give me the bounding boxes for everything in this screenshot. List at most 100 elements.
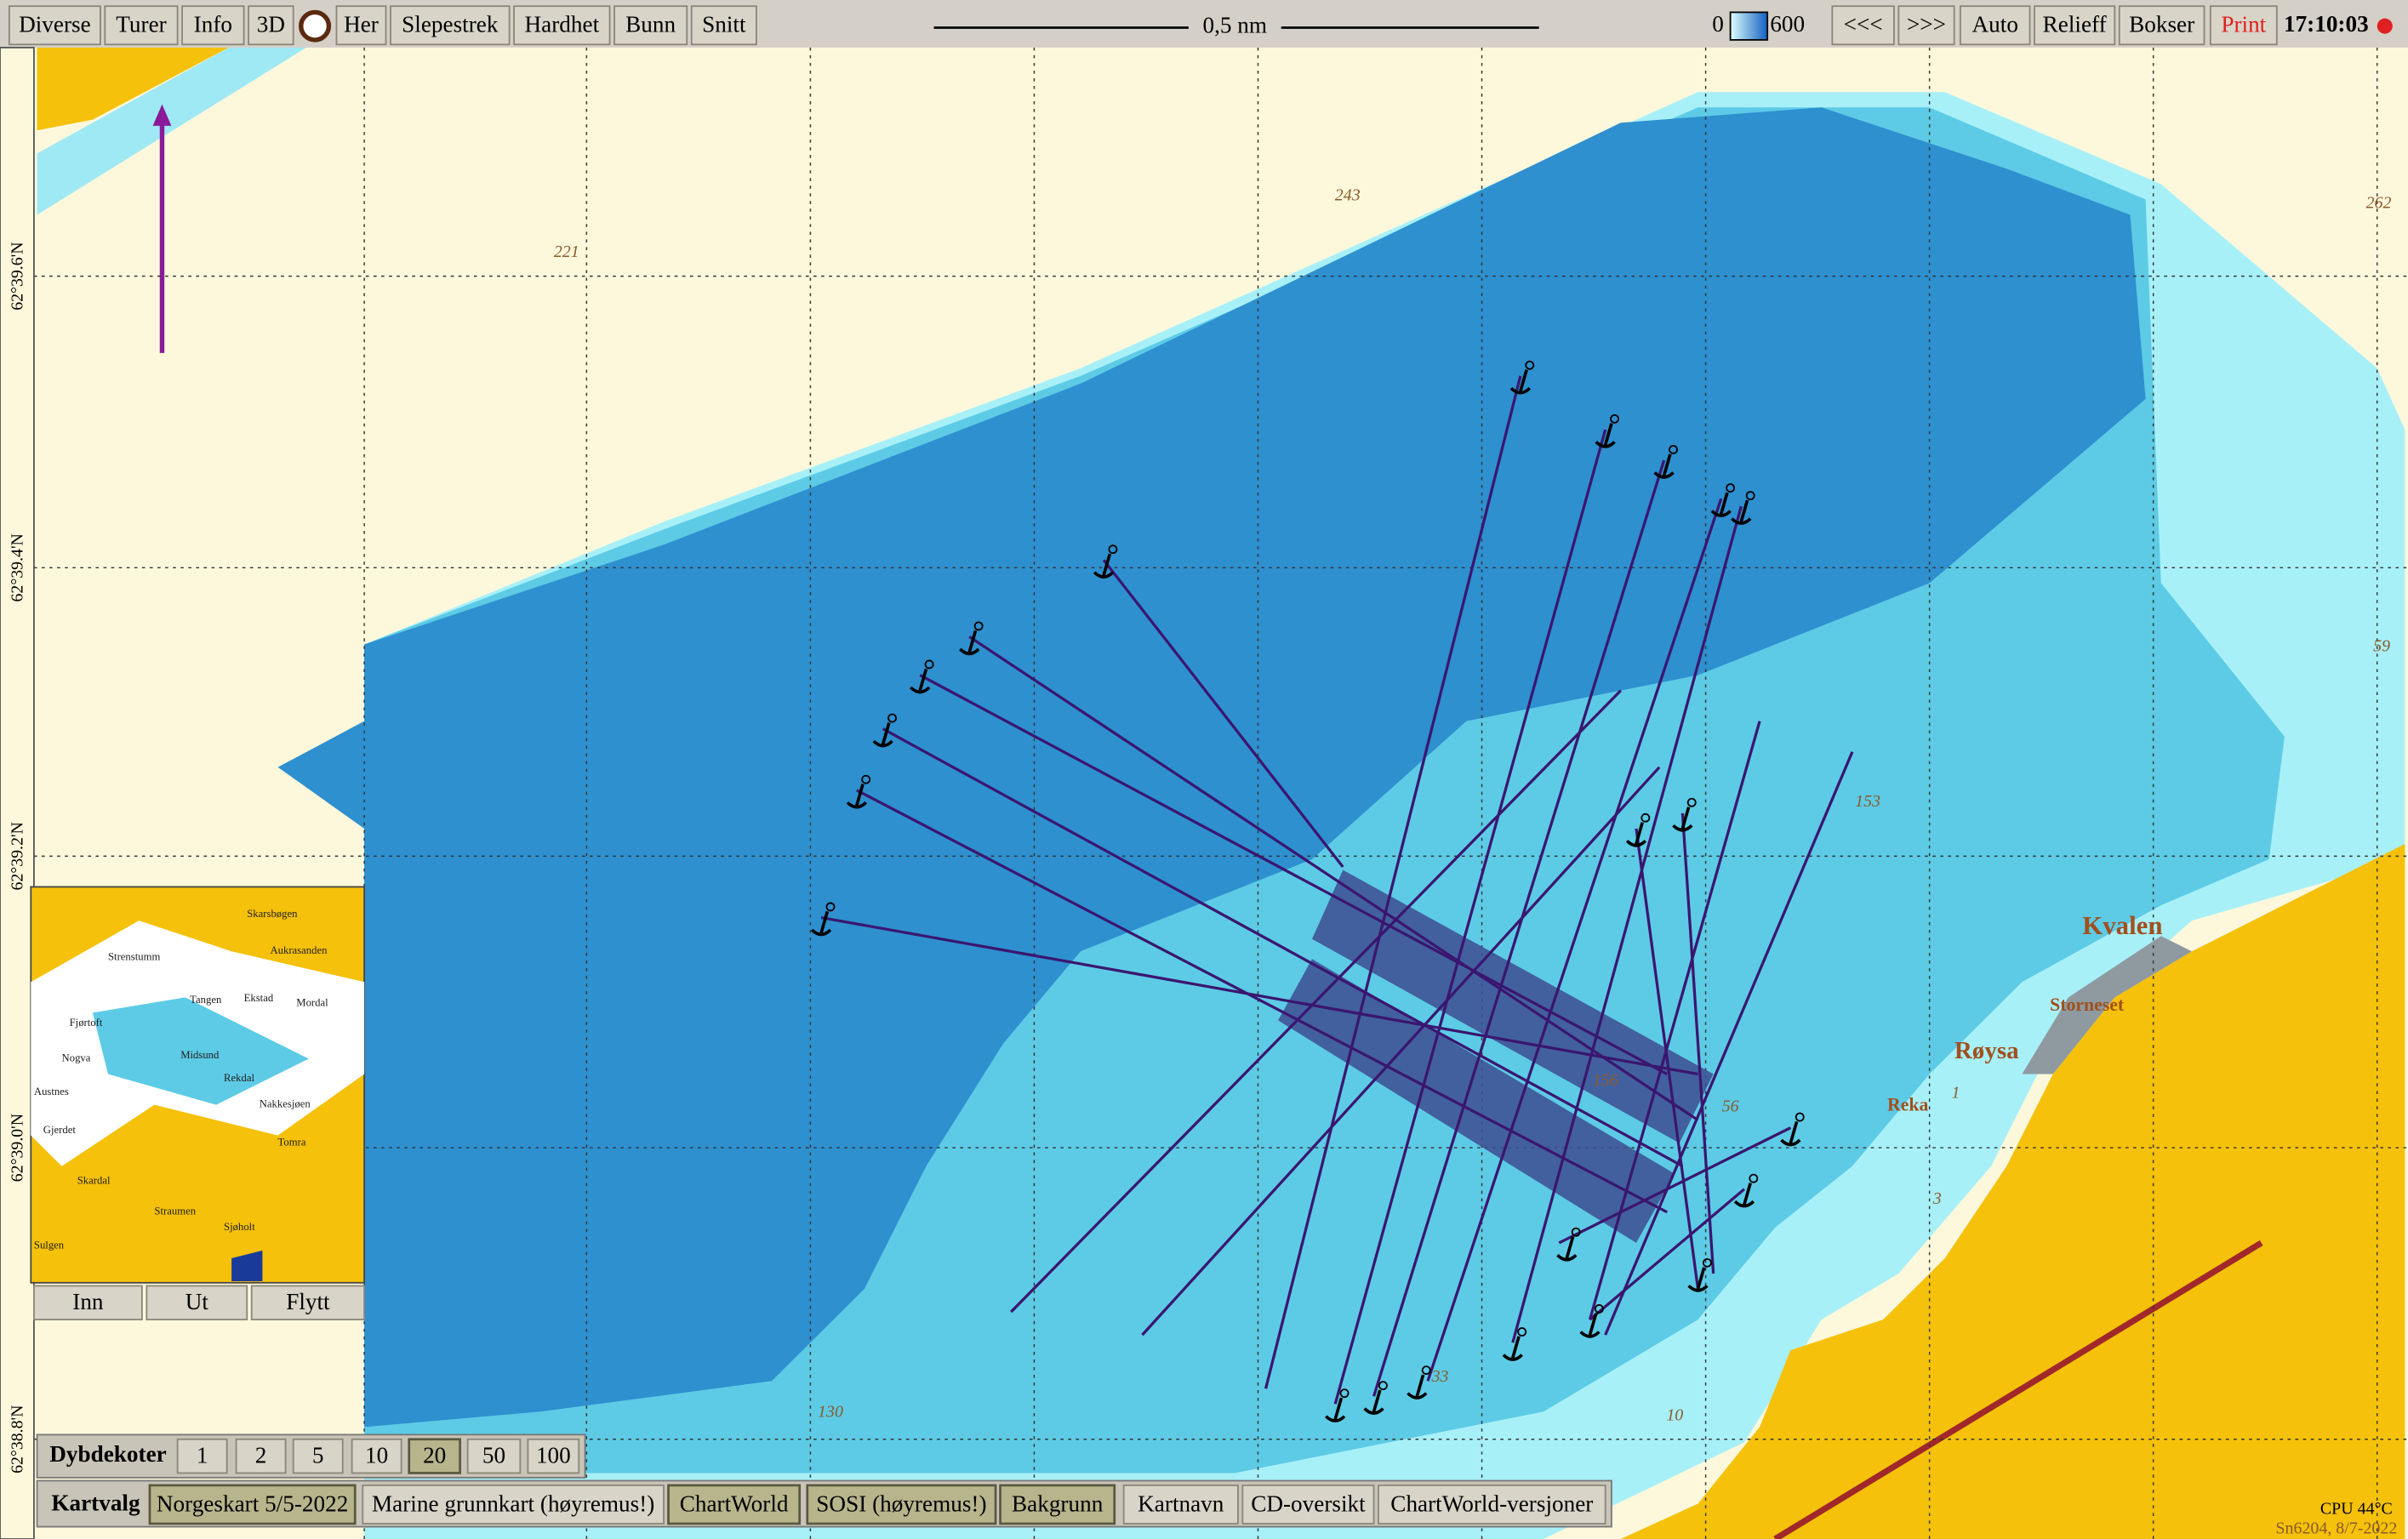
button[interactable] — [181, 5, 245, 46]
place-name: Storneset — [2050, 995, 2125, 1015]
button[interactable] — [1831, 5, 1895, 46]
button-label[interactable]: Kartnavn — [1138, 1491, 1224, 1516]
button[interactable] — [148, 1484, 357, 1525]
button[interactable] — [176, 1438, 228, 1474]
button[interactable] — [390, 5, 511, 46]
button[interactable] — [248, 5, 294, 46]
button-label[interactable]: Flytt — [286, 1289, 330, 1314]
button-label[interactable]: 20 — [423, 1443, 446, 1468]
button-label[interactable]: Bunn — [625, 12, 676, 37]
button[interactable] — [1122, 1484, 1239, 1525]
north-arrow-head — [152, 104, 172, 126]
button-label[interactable]: >>> — [1907, 12, 1946, 37]
inset-place: Midsund — [180, 1049, 220, 1061]
anchor-ring — [1669, 445, 1678, 454]
button-label[interactable]: Norgeskart 5/5-2022 — [157, 1491, 348, 1516]
button[interactable] — [2034, 5, 2116, 46]
button[interactable] — [1960, 5, 2031, 46]
anchor — [1363, 1389, 1384, 1415]
button-label[interactable]: Hardhet — [525, 12, 600, 37]
button[interactable] — [2209, 5, 2278, 46]
button-label[interactable]: 3D — [257, 12, 285, 37]
inset-place: Aukrasanden — [270, 944, 328, 956]
button-label[interactable]: Inn — [72, 1289, 104, 1314]
button-label[interactable]: Snitt — [702, 12, 746, 37]
anchor-ring — [973, 621, 984, 631]
button[interactable] — [8, 5, 101, 46]
button-label[interactable]: Ut — [185, 1289, 209, 1314]
button-label[interactable]: Auto — [1972, 12, 2018, 37]
track — [1141, 766, 1661, 1337]
button-label[interactable]: 50 — [482, 1443, 505, 1468]
inset-water — [231, 1250, 263, 1281]
track — [1264, 375, 1522, 1389]
button[interactable] — [335, 5, 387, 46]
button[interactable] — [1897, 5, 1955, 46]
button-label[interactable]: 2 — [255, 1443, 267, 1468]
button[interactable] — [235, 1438, 287, 1474]
inset-place: Rekdal — [224, 1072, 254, 1084]
button-label[interactable]: Info — [194, 12, 232, 37]
button[interactable] — [690, 5, 757, 46]
button[interactable] — [292, 1438, 344, 1474]
button-label[interactable]: ChartWorld-versjoner — [1390, 1491, 1593, 1516]
button-label[interactable]: Relieff — [2043, 12, 2108, 37]
button-label[interactable]: 10 — [365, 1443, 388, 1468]
button[interactable] — [466, 1438, 522, 1474]
anchor — [1407, 1374, 1428, 1399]
button-label[interactable]: CD-oversikt — [1251, 1491, 1366, 1516]
button-label[interactable]: ChartWorld — [680, 1491, 789, 1516]
button-label[interactable]: 5 — [312, 1443, 324, 1468]
button-label[interactable]: Bokser — [2129, 12, 2194, 37]
depth-label: 33 — [1431, 1367, 1449, 1386]
track — [1372, 459, 1666, 1397]
button[interactable] — [250, 1285, 366, 1320]
inset-place: Sjøholt — [224, 1221, 255, 1233]
track — [1604, 751, 1854, 1336]
anchor — [1509, 369, 1532, 395]
track — [1589, 1188, 1745, 1321]
button-label[interactable]: 100 — [536, 1443, 571, 1468]
button-label[interactable]: Print — [2221, 12, 2266, 37]
button-label[interactable]: SOSI (høyremus!) — [816, 1491, 986, 1516]
place-name: Reka — [1887, 1094, 1928, 1114]
inset-place: Nakkesjøen — [260, 1098, 311, 1110]
button-label[interactable]: Bakgrunn — [1012, 1491, 1104, 1516]
anchor — [1710, 492, 1732, 517]
anchor-ring — [1339, 1388, 1350, 1399]
button[interactable] — [999, 1484, 1116, 1525]
button[interactable] — [613, 5, 688, 46]
button[interactable] — [806, 1484, 997, 1525]
button[interactable] — [351, 1438, 402, 1474]
button[interactable] — [146, 1285, 248, 1320]
inset-place: Ekstad — [244, 992, 274, 1004]
button[interactable] — [104, 5, 179, 46]
button[interactable] — [2118, 5, 2205, 46]
button[interactable] — [362, 1484, 665, 1525]
depth-max: 600 — [1770, 11, 1805, 37]
anchor — [872, 721, 893, 748]
water — [37, 46, 309, 215]
button[interactable] — [527, 1438, 580, 1474]
button-label[interactable]: Her — [344, 12, 379, 37]
inset-place: Austnes — [34, 1086, 69, 1097]
button-label[interactable]: <<< — [1844, 12, 1883, 37]
button-label[interactable]: Turer — [116, 12, 166, 37]
button[interactable] — [33, 1285, 143, 1320]
anchor — [1687, 1267, 1709, 1292]
track — [1426, 498, 1723, 1382]
inset-place: Mordal — [296, 996, 328, 1008]
button[interactable] — [1378, 1484, 1606, 1525]
anchor — [1653, 453, 1675, 479]
button-label[interactable]: Marine grunnkart (høyremus!) — [372, 1491, 654, 1516]
button-label[interactable]: Diverse — [19, 12, 91, 37]
button[interactable] — [513, 5, 611, 46]
button[interactable] — [667, 1484, 802, 1525]
button-label[interactable]: Slepestrek — [402, 12, 499, 37]
anchor — [1579, 1313, 1601, 1338]
button-label[interactable]: 1 — [197, 1443, 208, 1468]
track — [968, 636, 1699, 1121]
button[interactable] — [408, 1438, 461, 1474]
button[interactable] — [1241, 1484, 1375, 1525]
